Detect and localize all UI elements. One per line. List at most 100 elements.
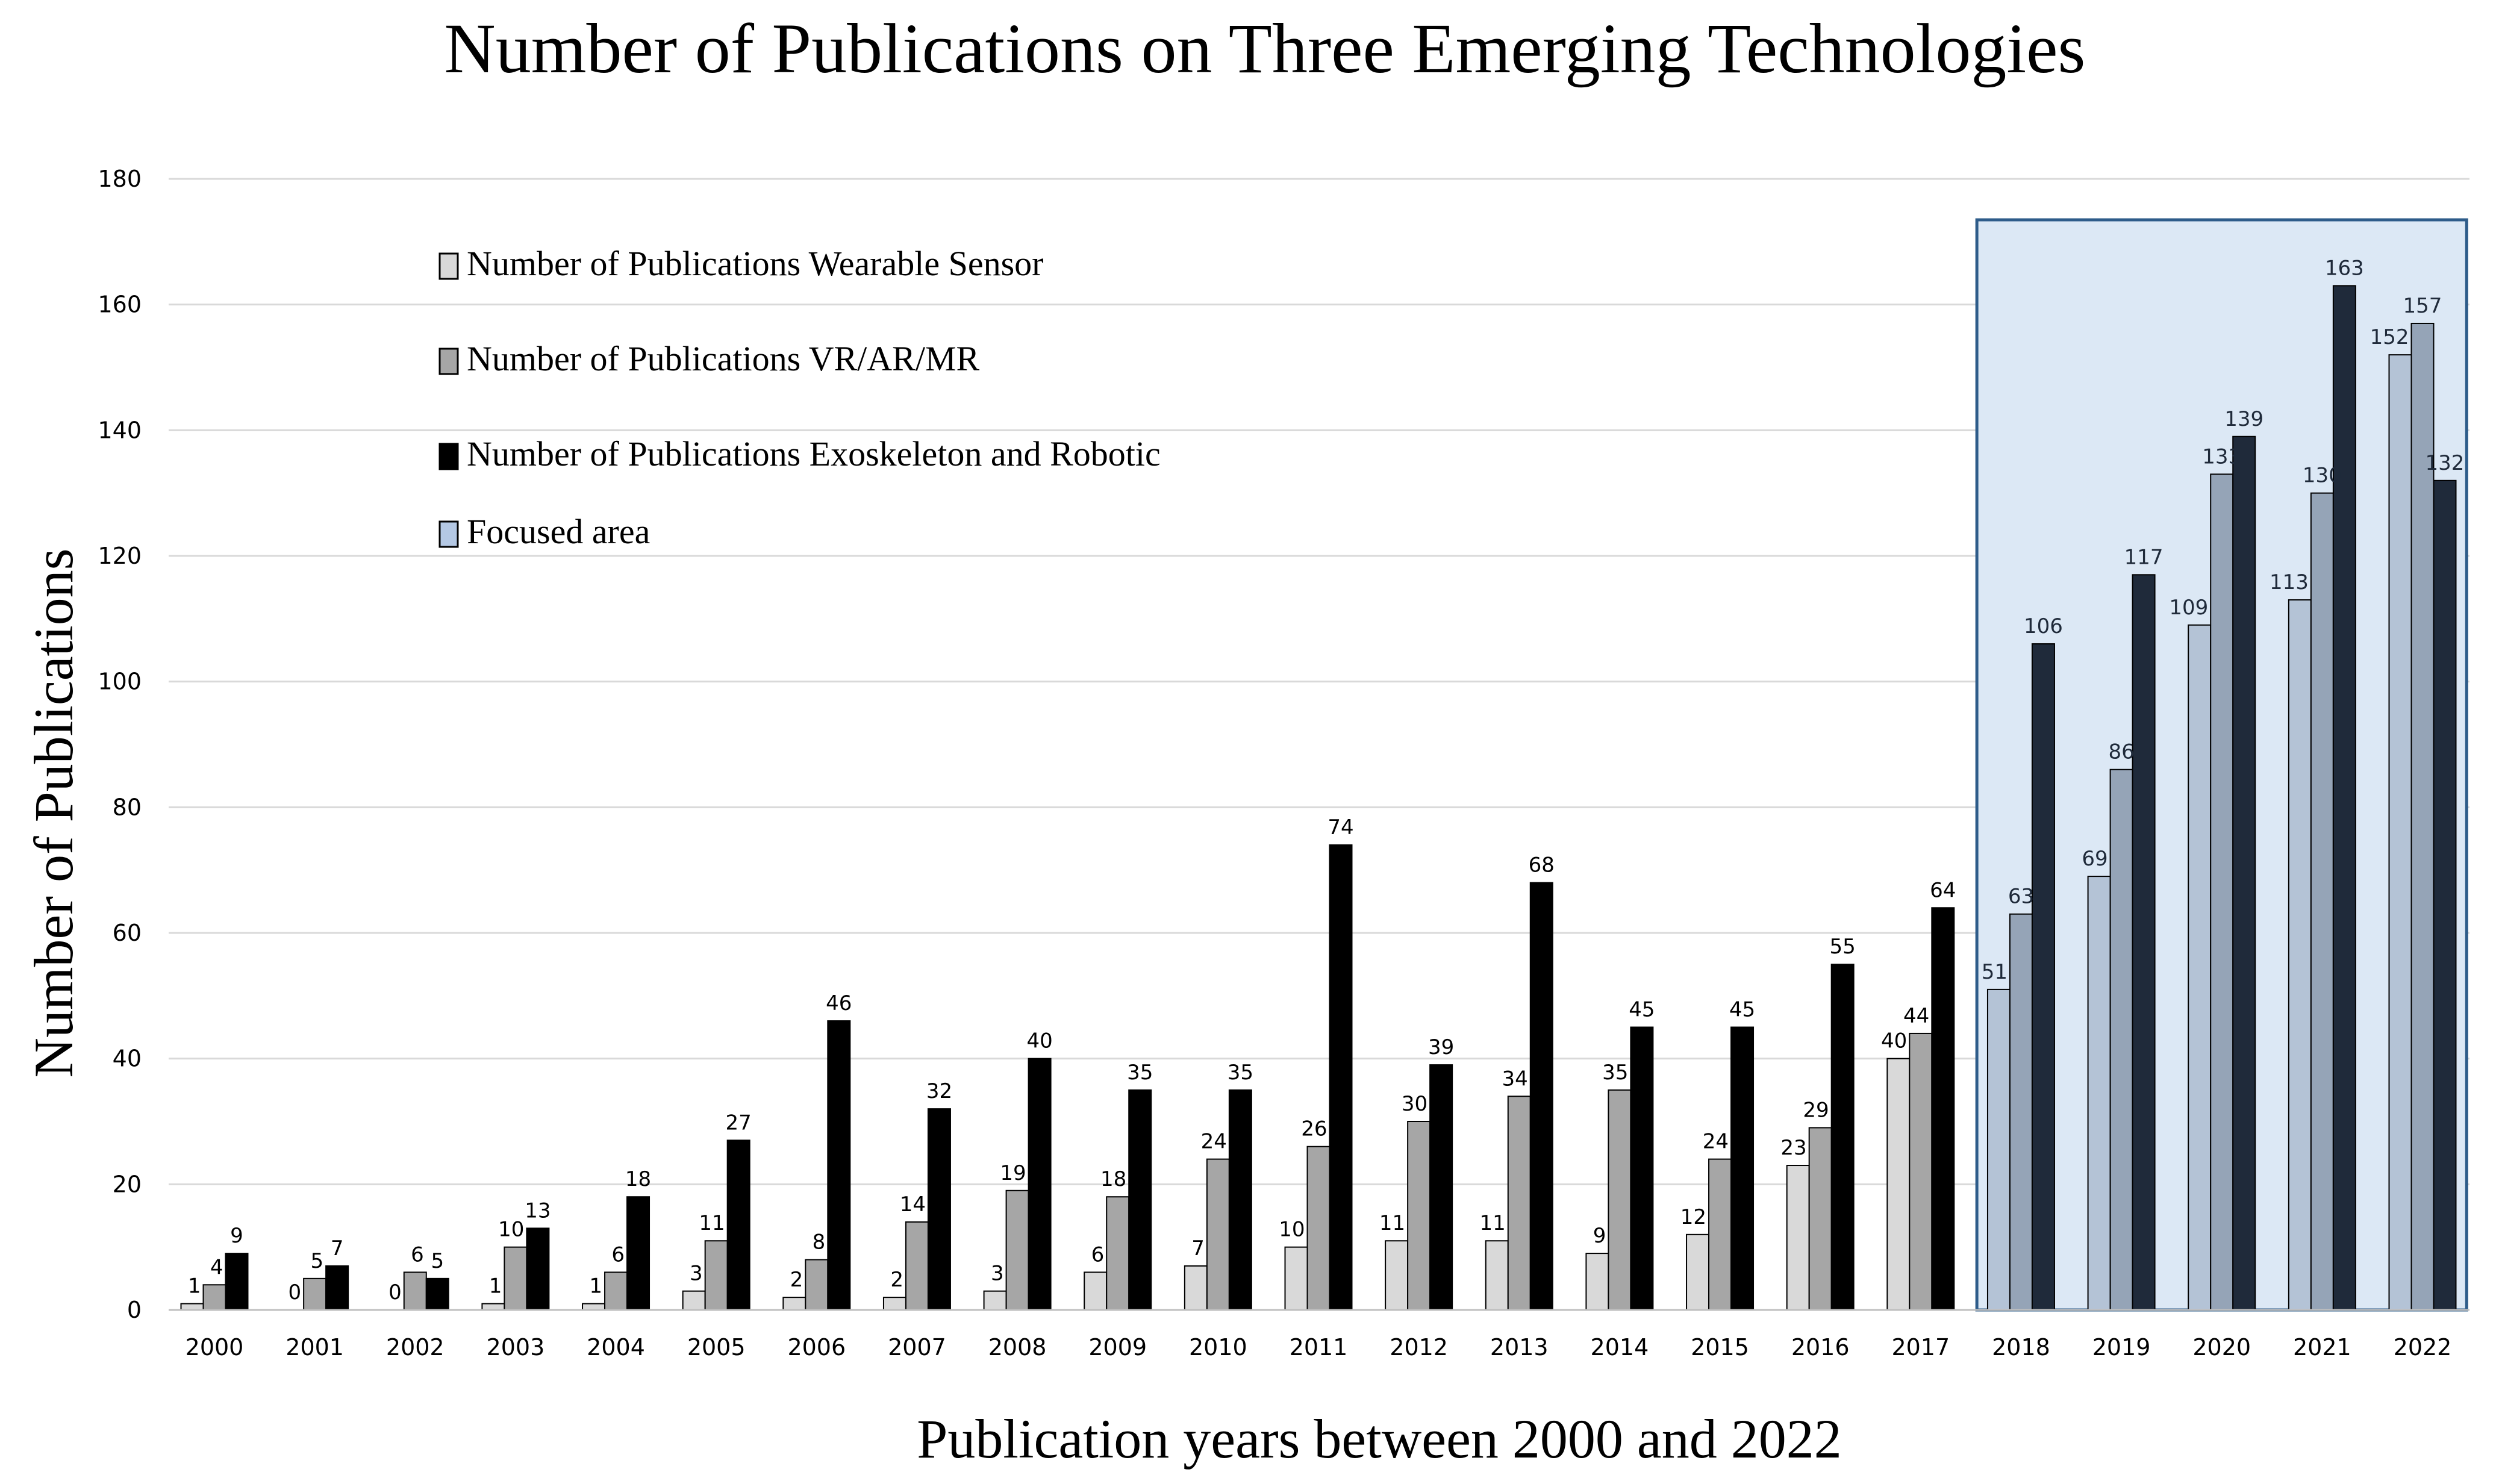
bar-exo-2004 [626,1196,650,1311]
x-tick-label: 2012 [1390,1334,1448,1361]
bar-label-vr-2003: 10 [498,1218,524,1242]
bar-label-wearable-2019: 69 [2082,847,2107,871]
bar-label-vr-2011: 26 [1301,1117,1327,1141]
bar-label-wearable-2008: 3 [991,1262,1004,1286]
bar-exo-2021 [2332,285,2356,1311]
bar-label-exo-2016: 55 [1830,935,1856,959]
bar-wearable-2015 [1686,1233,1710,1311]
bar-label-wearable-2011: 10 [1279,1218,1305,1242]
x-tick-label: 2018 [1992,1334,2050,1361]
bar-exo-2016 [1830,964,1855,1311]
x-tick-label: 2020 [2192,1334,2251,1361]
bar-label-exo-2021: 163 [2325,256,2364,280]
x-tick-label: 2010 [1189,1334,1247,1361]
x-tick-label: 2013 [1490,1334,1549,1361]
y-tick-label: 120 [98,543,142,569]
bar-label-exo-2006: 46 [826,991,852,1015]
bar-label-exo-2003: 13 [525,1199,551,1223]
x-tick-label: 2017 [1891,1334,1950,1361]
bar-wearable-2008 [983,1290,1007,1311]
bar-wearable-2006 [782,1297,806,1311]
x-tick-label: 2009 [1088,1334,1147,1361]
bar-label-wearable-2015: 12 [1680,1205,1706,1229]
bar-exo-2000 [225,1253,249,1311]
bar-label-vr-2013: 34 [1502,1067,1528,1091]
bar-label-wearable-2012: 11 [1379,1211,1405,1235]
bar-wearable-2019 [2087,876,2111,1311]
bar-vr-2022 [2410,322,2435,1311]
bars [180,285,2457,1311]
legend-swatch-vr [438,348,459,375]
bar-label-wearable-2013: 11 [1480,1211,1506,1235]
bar-exo-2014 [1630,1026,1654,1311]
bar-label-exo-2011: 74 [1327,815,1353,840]
legend-swatch-exo [438,443,459,470]
legend-label-vr: Number of Publications VR/AR/MR [467,339,980,378]
bar-label-vr-2007: 14 [900,1192,926,1217]
y-tick-label: 140 [98,417,142,443]
x-tick-label: 2003 [487,1334,545,1361]
bar-label-wearable-2021: 113 [2270,570,2309,594]
bar-label-vr-2015: 24 [1703,1130,1729,1154]
bar-label-vr-2004: 6 [611,1242,625,1267]
bar-exo-2013 [1529,882,1553,1311]
bar-vr-2006 [805,1259,829,1311]
bar-label-wearable-2000: 1 [188,1274,201,1298]
x-tick-label: 2002 [386,1334,445,1361]
y-tick-label: 160 [98,292,142,318]
bar-vr-2019 [2109,768,2133,1311]
y-tick-label: 40 [113,1046,142,1072]
bar-label-vr-2016: 29 [1803,1098,1829,1122]
bar-exo-2003 [526,1227,550,1311]
bar-label-exo-2017: 64 [1930,878,1956,902]
bar-exo-2005 [726,1140,750,1311]
bar-vr-2015 [1708,1158,1732,1311]
x-tick-label: 2014 [1591,1334,1649,1361]
legend: Number of Publications Wearable Sensor N… [438,244,1161,551]
bar-label-vr-2008: 19 [1000,1161,1026,1185]
bar-label-wearable-2020: 109 [2169,596,2208,620]
bar-label-exo-2001: 7 [331,1236,344,1261]
bar-wearable-2010 [1184,1265,1208,1311]
bar-wearable-2017 [1886,1058,1911,1311]
bar-label-exo-2010: 35 [1228,1061,1253,1085]
bar-label-vr-2010: 24 [1201,1130,1227,1154]
bar-wearable-2018 [1986,988,2011,1311]
bar-vr-2001 [303,1277,327,1311]
legend-label-focus: Focused area [467,512,650,551]
bar-exo-2002 [425,1277,449,1311]
bar-label-vr-2014: 35 [1602,1061,1628,1085]
bar-wearable-2005 [682,1290,706,1311]
bar-exo-2009 [1128,1089,1152,1311]
bar-exo-2007 [927,1108,951,1311]
bar-wearable-2009 [1084,1271,1108,1311]
bar-vr-2018 [2009,913,2033,1311]
bar-wearable-2000 [180,1303,204,1311]
bar-label-vr-2020: 133 [2202,444,2241,469]
y-tick-label: 100 [98,669,142,695]
bar-label-vr-2022: 157 [2403,294,2442,318]
bar-vr-2008 [1005,1189,1029,1311]
bar-vr-2016 [1808,1127,1832,1311]
bar-vr-2010 [1206,1158,1230,1311]
bar-label-wearable-2010: 7 [1191,1236,1205,1261]
y-tick-label: 60 [113,920,142,946]
bar-wearable-2021 [2288,599,2312,1311]
bar-vr-2000 [202,1284,226,1311]
y-tick-label: 20 [113,1171,142,1197]
chart-title: Number of Publications on Three Emerging… [445,9,2086,88]
bar-label-exo-2005: 27 [726,1111,752,1135]
bar-label-exo-2018: 106 [2024,614,2063,638]
bar-vr-2014 [1608,1089,1632,1311]
bar-label-exo-2019: 117 [2124,545,2164,569]
bar-label-vr-2018: 63 [2008,885,2034,909]
bar-vr-2021 [2310,492,2334,1311]
bar-label-exo-2009: 35 [1127,1061,1153,1085]
bar-label-exo-2008: 40 [1026,1029,1052,1053]
x-tick-label: 2015 [1691,1334,1749,1361]
bar-wearable-2013 [1485,1240,1509,1311]
x-tick-label: 2019 [2092,1334,2151,1361]
bar-exo-2015 [1730,1026,1755,1311]
bar-label-exo-2013: 68 [1529,853,1555,878]
